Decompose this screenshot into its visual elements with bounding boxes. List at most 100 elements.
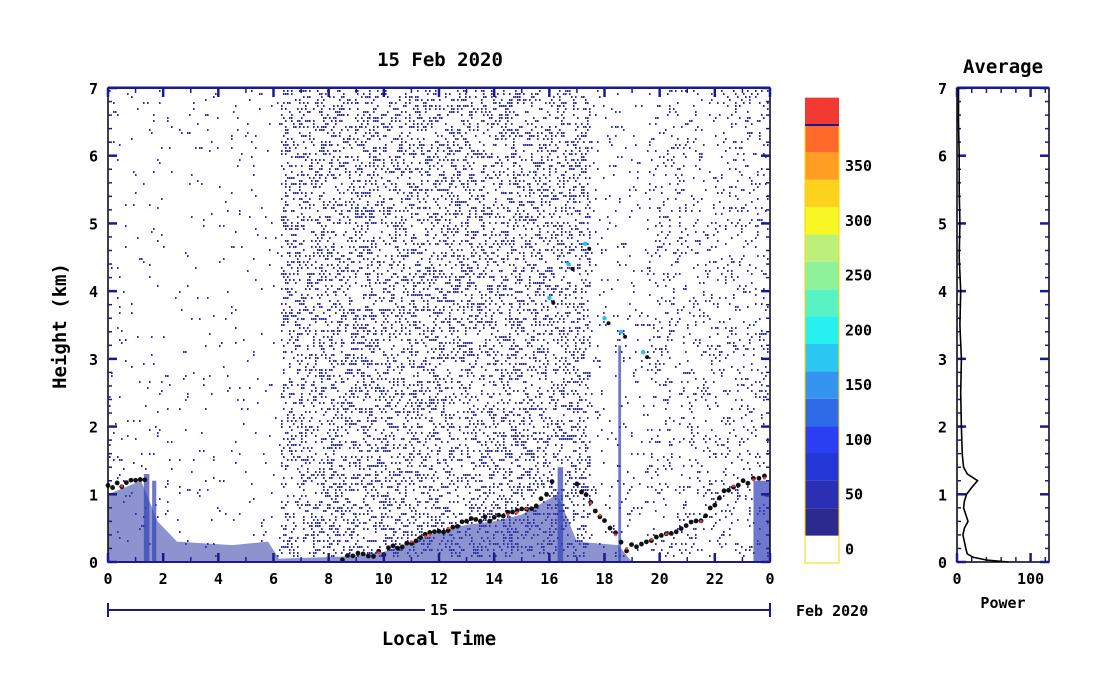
boundary-layer-dot bbox=[579, 489, 584, 495]
x-tick-label: 20 bbox=[651, 570, 669, 588]
low-cloud-dot bbox=[128, 477, 134, 483]
average-y-tick-label: 7 bbox=[938, 80, 947, 98]
boundary-layer-dot bbox=[482, 514, 488, 520]
boundary-layer-dot-core bbox=[515, 510, 519, 514]
boundary-layer-dot bbox=[658, 533, 664, 538]
boundary-layer-dot bbox=[390, 543, 396, 549]
x-tick-label: 0 bbox=[103, 570, 112, 588]
boundary-layer-dot-core bbox=[428, 533, 432, 537]
echo-streak bbox=[557, 467, 564, 562]
boundary-layer-dot-core bbox=[525, 507, 528, 511]
average-axes: 0 1 2 3 4 5 6 7 0 100 bbox=[938, 80, 1049, 588]
main-title: 15 Feb 2020 bbox=[377, 49, 503, 71]
boundary-layer-dot bbox=[639, 541, 644, 547]
high-cloud-echo bbox=[547, 295, 552, 301]
low-cloud-dot bbox=[735, 482, 741, 488]
boundary-layer-dot bbox=[683, 523, 689, 528]
low-cloud-dot bbox=[756, 475, 762, 481]
low-cloud-dot bbox=[142, 477, 148, 483]
boundary-layer-dot bbox=[404, 540, 410, 546]
low-cloud-dot-core bbox=[763, 476, 766, 480]
low-cloud-dot bbox=[137, 477, 143, 482]
boundary-layer-dot bbox=[413, 538, 419, 544]
average-x-tick-label: 100 bbox=[1017, 570, 1044, 588]
boundary-layer-dot bbox=[634, 544, 639, 550]
colorbar-segment bbox=[805, 453, 839, 481]
boundary-layer-dot bbox=[340, 557, 345, 563]
x-tick-label: 12 bbox=[430, 570, 448, 588]
boundary-layer-dot-core bbox=[598, 513, 602, 517]
boundary-layer-dot bbox=[445, 527, 451, 533]
boundary-layer-dot bbox=[477, 518, 483, 524]
high-cloud-echo bbox=[570, 267, 575, 272]
boundary-layer-dot bbox=[673, 529, 679, 535]
colorbar-segment bbox=[805, 179, 839, 208]
average-x-axis-label: Power bbox=[980, 594, 1025, 612]
low-cloud-dot bbox=[726, 487, 732, 493]
colorbar: 0 50 100 150 200 250 300 350 bbox=[804, 97, 872, 564]
date-month-label: Feb 2020 bbox=[796, 602, 868, 620]
low-cloud-dot-core bbox=[732, 484, 735, 488]
colorbar-segment bbox=[805, 344, 839, 372]
high-cloud-echo bbox=[587, 246, 592, 251]
boundary-layer-dot bbox=[592, 508, 598, 514]
boundary-layer-dot bbox=[491, 514, 497, 520]
colorbar-segment bbox=[805, 234, 839, 262]
boundary-layer-dot bbox=[678, 526, 684, 532]
colorbar-tick-label: 350 bbox=[845, 157, 872, 175]
boundary-layer-dot-core bbox=[410, 540, 413, 544]
high-cloud-echo bbox=[566, 261, 571, 267]
boundary-layer-dot-core bbox=[649, 538, 653, 541]
boundary-layer-dot bbox=[519, 506, 525, 512]
colorbar-segment bbox=[805, 426, 839, 454]
boundary-layer-dot bbox=[459, 519, 465, 525]
boundary-layer-dot bbox=[529, 506, 534, 512]
boundary-layer-dot bbox=[693, 518, 699, 524]
y-tick-label: 0 bbox=[89, 554, 98, 572]
boundary-layer-dot bbox=[427, 530, 433, 535]
boundary-layer-dot bbox=[422, 531, 428, 537]
x-tick-label: 2 bbox=[159, 570, 168, 588]
low-cloud-dot bbox=[721, 488, 727, 494]
boundary-layer-dot bbox=[473, 517, 479, 522]
boundary-layer-dot bbox=[450, 524, 456, 530]
boundary-layer-dot bbox=[350, 553, 356, 559]
colorbar-segment bbox=[805, 371, 839, 399]
x-axis-label: Local Time bbox=[382, 628, 496, 650]
boundary-layer-dot bbox=[436, 528, 442, 534]
colorbar-tick-label: 50 bbox=[845, 486, 863, 504]
echo-streak bbox=[143, 473, 150, 562]
average-y-tick-label: 2 bbox=[938, 419, 947, 437]
boundary-layer-dot bbox=[468, 516, 474, 521]
heatmap-area bbox=[105, 90, 770, 563]
x-tick-label: 18 bbox=[595, 570, 613, 588]
boundary-layer-dot-core bbox=[446, 526, 450, 530]
low-cloud-dot bbox=[133, 477, 138, 483]
boundary-layer-dot bbox=[688, 519, 694, 525]
high-cloud-echo bbox=[582, 241, 588, 246]
colorbar-segment bbox=[805, 535, 839, 563]
low-cloud-dot bbox=[703, 513, 709, 519]
low-cloud-dot bbox=[707, 505, 713, 511]
boundary-layer-dot bbox=[583, 492, 589, 498]
colorbar-tick-label: 300 bbox=[845, 212, 872, 230]
boundary-layer-dot bbox=[668, 531, 674, 536]
boundary-layer-dot bbox=[500, 513, 506, 519]
average-y-tick-label: 4 bbox=[938, 283, 947, 301]
low-cloud-dot bbox=[114, 480, 120, 486]
low-cloud-dot bbox=[762, 473, 767, 479]
low-cloud-dot-core bbox=[752, 478, 755, 482]
x-tick-label: 8 bbox=[324, 570, 333, 588]
low-cloud-dot bbox=[745, 480, 751, 486]
colorbar-segment bbox=[805, 152, 839, 180]
colorbar-segment bbox=[805, 125, 839, 153]
average-y-tick-label: 6 bbox=[938, 148, 947, 166]
x-tick-label: 14 bbox=[485, 570, 503, 588]
colorbar-segment bbox=[805, 97, 839, 125]
boundary-layer-dot-core bbox=[423, 535, 427, 539]
colorbar-segment bbox=[805, 398, 839, 427]
y-tick-label: 5 bbox=[89, 215, 98, 233]
low-cloud-dot-core bbox=[120, 484, 124, 488]
colorbar-tick-label: 250 bbox=[845, 267, 872, 285]
